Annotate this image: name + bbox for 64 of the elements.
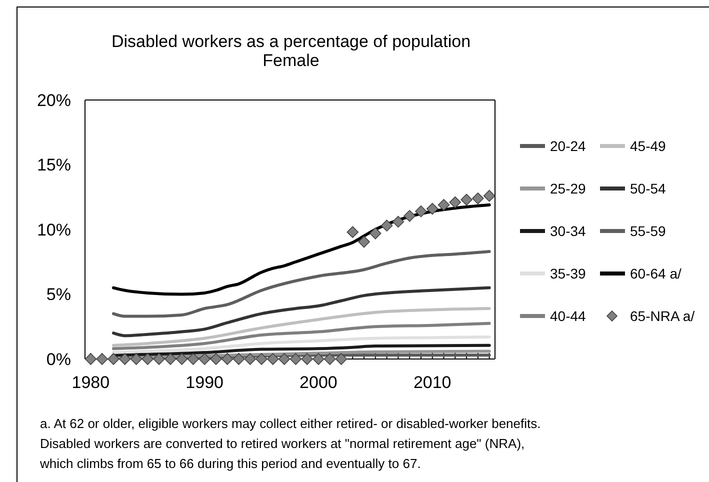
point <box>153 353 165 365</box>
point <box>370 227 382 240</box>
x-tick-label: 2010 <box>413 373 452 392</box>
point <box>84 353 97 365</box>
point <box>118 353 131 365</box>
point <box>290 353 302 365</box>
point <box>256 353 268 365</box>
point <box>460 194 472 206</box>
text: a. At 62 or older, eligible workers may collect either retired- or disabled-worker benefits. <box>40 416 541 431</box>
point <box>335 353 348 365</box>
point <box>232 353 245 365</box>
point <box>278 353 290 365</box>
line-series <box>112 250 491 318</box>
chart-title: Disabled workers as a percentage of population <box>111 32 471 51</box>
point <box>404 210 416 222</box>
x-tick-label: 2000 <box>300 373 338 392</box>
point <box>267 353 279 365</box>
line-series <box>112 286 491 338</box>
point <box>358 236 370 248</box>
point <box>483 190 496 202</box>
line-series <box>112 322 491 350</box>
x-tick-label: 1990 <box>186 373 224 392</box>
chart-subtitle: Female <box>262 51 320 70</box>
point <box>221 353 234 365</box>
text: Disabled workers are converted to retired workers at "normal retirement age" (NRA), <box>40 436 525 451</box>
point <box>164 353 176 365</box>
point <box>187 353 200 365</box>
point <box>176 353 188 365</box>
point <box>324 353 336 365</box>
line-series <box>112 306 491 347</box>
point <box>392 216 404 228</box>
legend-label: 50-54 <box>630 180 666 196</box>
legend-label: 35-39 <box>550 265 586 282</box>
x-tick-label: 1980 <box>72 373 110 392</box>
legend-label: 40-44 <box>550 308 586 324</box>
point <box>130 353 142 365</box>
legend-label: 30-34 <box>550 222 586 239</box>
point <box>210 353 222 365</box>
point <box>312 353 324 365</box>
legend-label: 45-49 <box>630 138 666 154</box>
point <box>96 353 108 365</box>
point <box>244 353 256 365</box>
y-tick-label: 0% <box>46 350 71 369</box>
legend-label: 60-64 a/ <box>630 265 682 282</box>
y-tick-label: 10% <box>36 220 71 240</box>
point <box>438 198 450 211</box>
y-tick-label: 20% <box>36 90 71 110</box>
point <box>198 353 210 365</box>
point <box>380 220 393 232</box>
legend-label: 55-59 <box>630 222 666 239</box>
point <box>142 353 154 365</box>
point <box>415 205 427 218</box>
text: which climbs from 65 to 66 during this period and eventually to 67. <box>39 456 421 471</box>
legend-label: 65-NRA a/ <box>630 308 695 324</box>
point <box>472 192 484 204</box>
point <box>301 353 313 365</box>
point <box>449 196 462 208</box>
y-tick-label: 5% <box>46 285 71 304</box>
legend-label: 25-29 <box>550 180 586 196</box>
y-tick-label: 15% <box>36 156 71 175</box>
legend-label: 20-24 <box>550 138 586 154</box>
point <box>346 226 359 238</box>
point <box>426 202 438 215</box>
point <box>108 353 120 365</box>
